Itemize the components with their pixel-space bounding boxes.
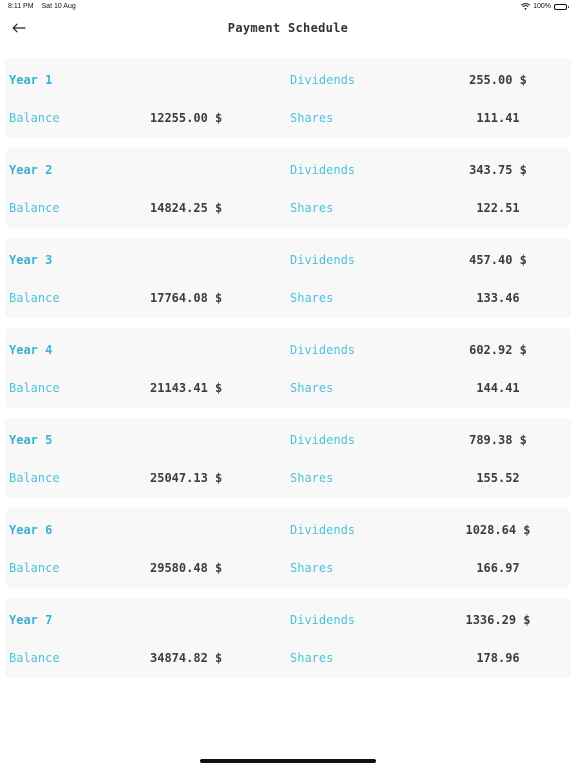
payment-schedule-list: Year 1 Dividends 255.00 $ Balance 12255.…	[5, 58, 571, 688]
dividends-label: Dividends	[290, 253, 356, 267]
dividends-label: Dividends	[290, 613, 356, 627]
balance-value: 12255.00 $	[150, 111, 223, 125]
dividends-label: Dividends	[290, 523, 356, 537]
dividends-value: 457.40 $	[469, 253, 527, 267]
balance-label: Balance	[9, 291, 60, 305]
dividends-label: Dividends	[290, 73, 356, 87]
year-label: Year 6	[9, 523, 53, 537]
balance-label: Balance	[9, 651, 60, 665]
wifi-icon	[521, 3, 531, 10]
shares-label: Shares	[290, 471, 334, 485]
dividends-label: Dividends	[290, 343, 356, 357]
shares-label: Shares	[290, 201, 334, 215]
back-button[interactable]	[10, 20, 28, 36]
shares-value: 111.41	[476, 111, 520, 125]
status-bar: 8:11 PM Sat 10 Aug 100%	[0, 0, 576, 14]
battery-percent: 100%	[533, 3, 551, 10]
year-card-4: Year 4 Dividends 602.92 $ Balance 21143.…	[5, 328, 571, 408]
balance-label: Balance	[9, 201, 60, 215]
status-date: Sat 10 Aug	[41, 3, 76, 10]
shares-value: 166.97	[476, 561, 520, 575]
year-card-2: Year 2 Dividends 343.75 $ Balance 14824.…	[5, 148, 571, 228]
shares-value: 155.52	[476, 471, 520, 485]
dividends-value: 255.00 $	[469, 73, 527, 87]
battery-icon	[554, 3, 569, 10]
year-label: Year 7	[9, 613, 53, 627]
shares-label: Shares	[290, 291, 334, 305]
year-label: Year 4	[9, 343, 53, 357]
navigation-bar: Payment Schedule	[0, 14, 576, 44]
shares-label: Shares	[290, 381, 334, 395]
dividends-value: 1028.64 $	[465, 523, 531, 537]
shares-label: Shares	[290, 651, 334, 665]
dividends-value: 343.75 $	[469, 163, 527, 177]
status-time: 8:11 PM	[8, 3, 34, 10]
shares-value: 122.51	[476, 201, 520, 215]
status-left: 8:11 PM Sat 10 Aug	[8, 3, 76, 10]
balance-label: Balance	[9, 471, 60, 485]
shares-label: Shares	[290, 111, 334, 125]
page-title: Payment Schedule	[227, 21, 349, 35]
year-card-1: Year 1 Dividends 255.00 $ Balance 12255.…	[5, 58, 571, 138]
dividends-value: 1336.29 $	[465, 613, 531, 627]
balance-value: 29580.48 $	[150, 561, 223, 575]
dividends-value: 789.38 $	[469, 433, 527, 447]
year-label: Year 3	[9, 253, 53, 267]
year-label: Year 1	[9, 73, 53, 87]
balance-label: Balance	[9, 111, 60, 125]
shares-value: 178.96	[476, 651, 520, 665]
year-card-3: Year 3 Dividends 457.40 $ Balance 17764.…	[5, 238, 571, 318]
year-card-7: Year 7 Dividends 1336.29 $ Balance 34874…	[5, 598, 571, 678]
dividends-value: 602.92 $	[469, 343, 527, 357]
balance-value: 25047.13 $	[150, 471, 223, 485]
dividends-label: Dividends	[290, 433, 356, 447]
home-indicator[interactable]	[200, 759, 376, 763]
year-card-5: Year 5 Dividends 789.38 $ Balance 25047.…	[5, 418, 571, 498]
shares-value: 144.41	[476, 381, 520, 395]
year-label: Year 5	[9, 433, 53, 447]
balance-label: Balance	[9, 561, 60, 575]
arrow-left-icon	[12, 23, 26, 33]
balance-label: Balance	[9, 381, 60, 395]
shares-label: Shares	[290, 561, 334, 575]
dividends-label: Dividends	[290, 163, 356, 177]
balance-value: 14824.25 $	[150, 201, 223, 215]
year-label: Year 2	[9, 163, 53, 177]
balance-value: 17764.08 $	[150, 291, 223, 305]
balance-value: 34874.82 $	[150, 651, 223, 665]
balance-value: 21143.41 $	[150, 381, 223, 395]
shares-value: 133.46	[476, 291, 520, 305]
status-right: 100%	[521, 3, 569, 10]
year-card-6: Year 6 Dividends 1028.64 $ Balance 29580…	[5, 508, 571, 588]
